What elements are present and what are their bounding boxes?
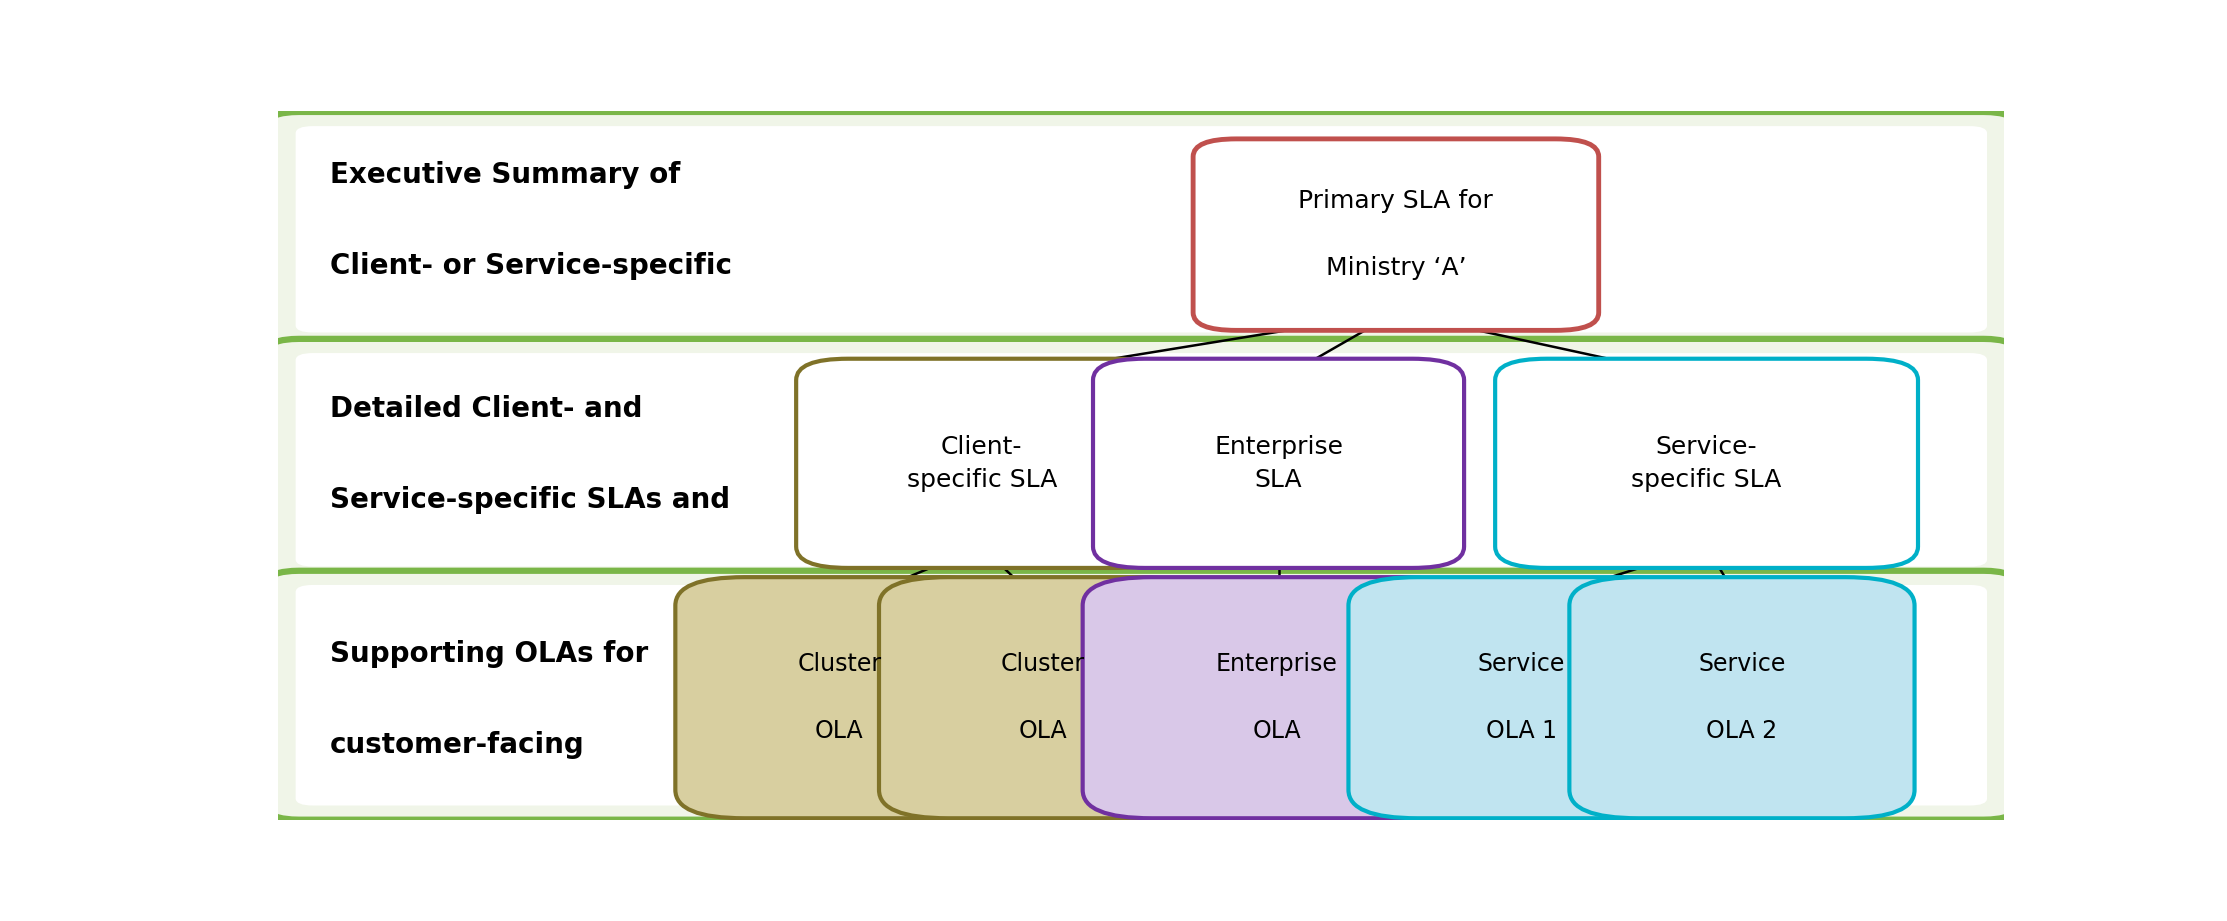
FancyBboxPatch shape — [1194, 139, 1599, 331]
Text: Cluster

OLA: Cluster OLA — [797, 652, 882, 743]
Text: Service

OLA 2: Service OLA 2 — [1699, 652, 1786, 743]
FancyBboxPatch shape — [675, 577, 1002, 818]
Text: Enterprise

OLA: Enterprise OLA — [1216, 652, 1338, 743]
Text: Primary SLA for

Ministry ‘A’: Primary SLA for Ministry ‘A’ — [1298, 189, 1494, 280]
Text: Detailed Client- and

Service-specific SLAs and: Detailed Client- and Service-specific SL… — [330, 395, 730, 514]
Text: Executive Summary of

Client- or Service-specific: Executive Summary of Client- or Service-… — [330, 161, 733, 280]
Text: Cluster

OLA: Cluster OLA — [1000, 652, 1085, 743]
FancyBboxPatch shape — [267, 339, 2015, 581]
FancyBboxPatch shape — [296, 353, 1986, 566]
FancyBboxPatch shape — [1093, 359, 1463, 568]
Text: Service-
specific SLA: Service- specific SLA — [1632, 435, 1782, 492]
FancyBboxPatch shape — [296, 585, 1986, 806]
FancyBboxPatch shape — [1494, 359, 1917, 568]
FancyBboxPatch shape — [1347, 577, 1695, 818]
FancyBboxPatch shape — [1082, 577, 1472, 818]
Text: Client-
specific SLA: Client- specific SLA — [906, 435, 1058, 492]
FancyBboxPatch shape — [267, 112, 2015, 346]
Text: Supporting OLAs for

customer-facing: Supporting OLAs for customer-facing — [330, 639, 648, 759]
FancyBboxPatch shape — [880, 577, 1207, 818]
Text: Service

OLA 1: Service OLA 1 — [1477, 652, 1566, 743]
FancyBboxPatch shape — [267, 571, 2015, 820]
Text: Enterprise
SLA: Enterprise SLA — [1214, 435, 1343, 492]
FancyBboxPatch shape — [797, 359, 1167, 568]
FancyBboxPatch shape — [296, 126, 1986, 332]
FancyBboxPatch shape — [1570, 577, 1915, 818]
